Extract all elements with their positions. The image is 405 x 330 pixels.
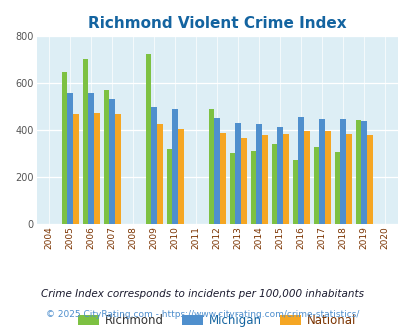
- Bar: [83, 59, 88, 224]
- Bar: [334, 152, 339, 224]
- Title: Richmond Violent Crime Index: Richmond Violent Crime Index: [87, 16, 346, 31]
- Bar: [235, 123, 241, 224]
- Bar: [208, 109, 214, 224]
- Bar: [366, 135, 372, 224]
- Bar: [298, 117, 303, 224]
- Bar: [360, 121, 366, 224]
- Bar: [241, 138, 246, 224]
- Bar: [62, 72, 67, 224]
- Bar: [282, 134, 288, 224]
- Bar: [88, 93, 94, 224]
- Bar: [355, 120, 360, 224]
- Text: © 2025 CityRating.com - https://www.cityrating.com/crime-statistics/: © 2025 CityRating.com - https://www.city…: [46, 310, 359, 319]
- Bar: [339, 119, 345, 224]
- Bar: [229, 153, 235, 224]
- Bar: [277, 127, 282, 224]
- Bar: [345, 134, 351, 224]
- Bar: [151, 107, 157, 224]
- Bar: [256, 124, 261, 224]
- Bar: [271, 145, 277, 224]
- Bar: [73, 114, 79, 224]
- Bar: [103, 90, 109, 224]
- Bar: [313, 147, 319, 224]
- Bar: [115, 115, 120, 224]
- Bar: [157, 123, 162, 224]
- Bar: [145, 54, 151, 224]
- Bar: [177, 129, 183, 224]
- Bar: [303, 131, 309, 224]
- Bar: [214, 118, 220, 224]
- Bar: [94, 113, 99, 224]
- Bar: [319, 119, 324, 224]
- Bar: [166, 149, 172, 224]
- Bar: [324, 131, 330, 224]
- Bar: [250, 151, 256, 224]
- Bar: [261, 135, 267, 224]
- Bar: [109, 99, 115, 224]
- Bar: [292, 160, 298, 224]
- Bar: [67, 93, 73, 224]
- Legend: Richmond, Michigan, National: Richmond, Michigan, National: [73, 309, 360, 330]
- Bar: [220, 133, 225, 224]
- Text: Crime Index corresponds to incidents per 100,000 inhabitants: Crime Index corresponds to incidents per…: [41, 289, 364, 299]
- Bar: [172, 109, 177, 224]
